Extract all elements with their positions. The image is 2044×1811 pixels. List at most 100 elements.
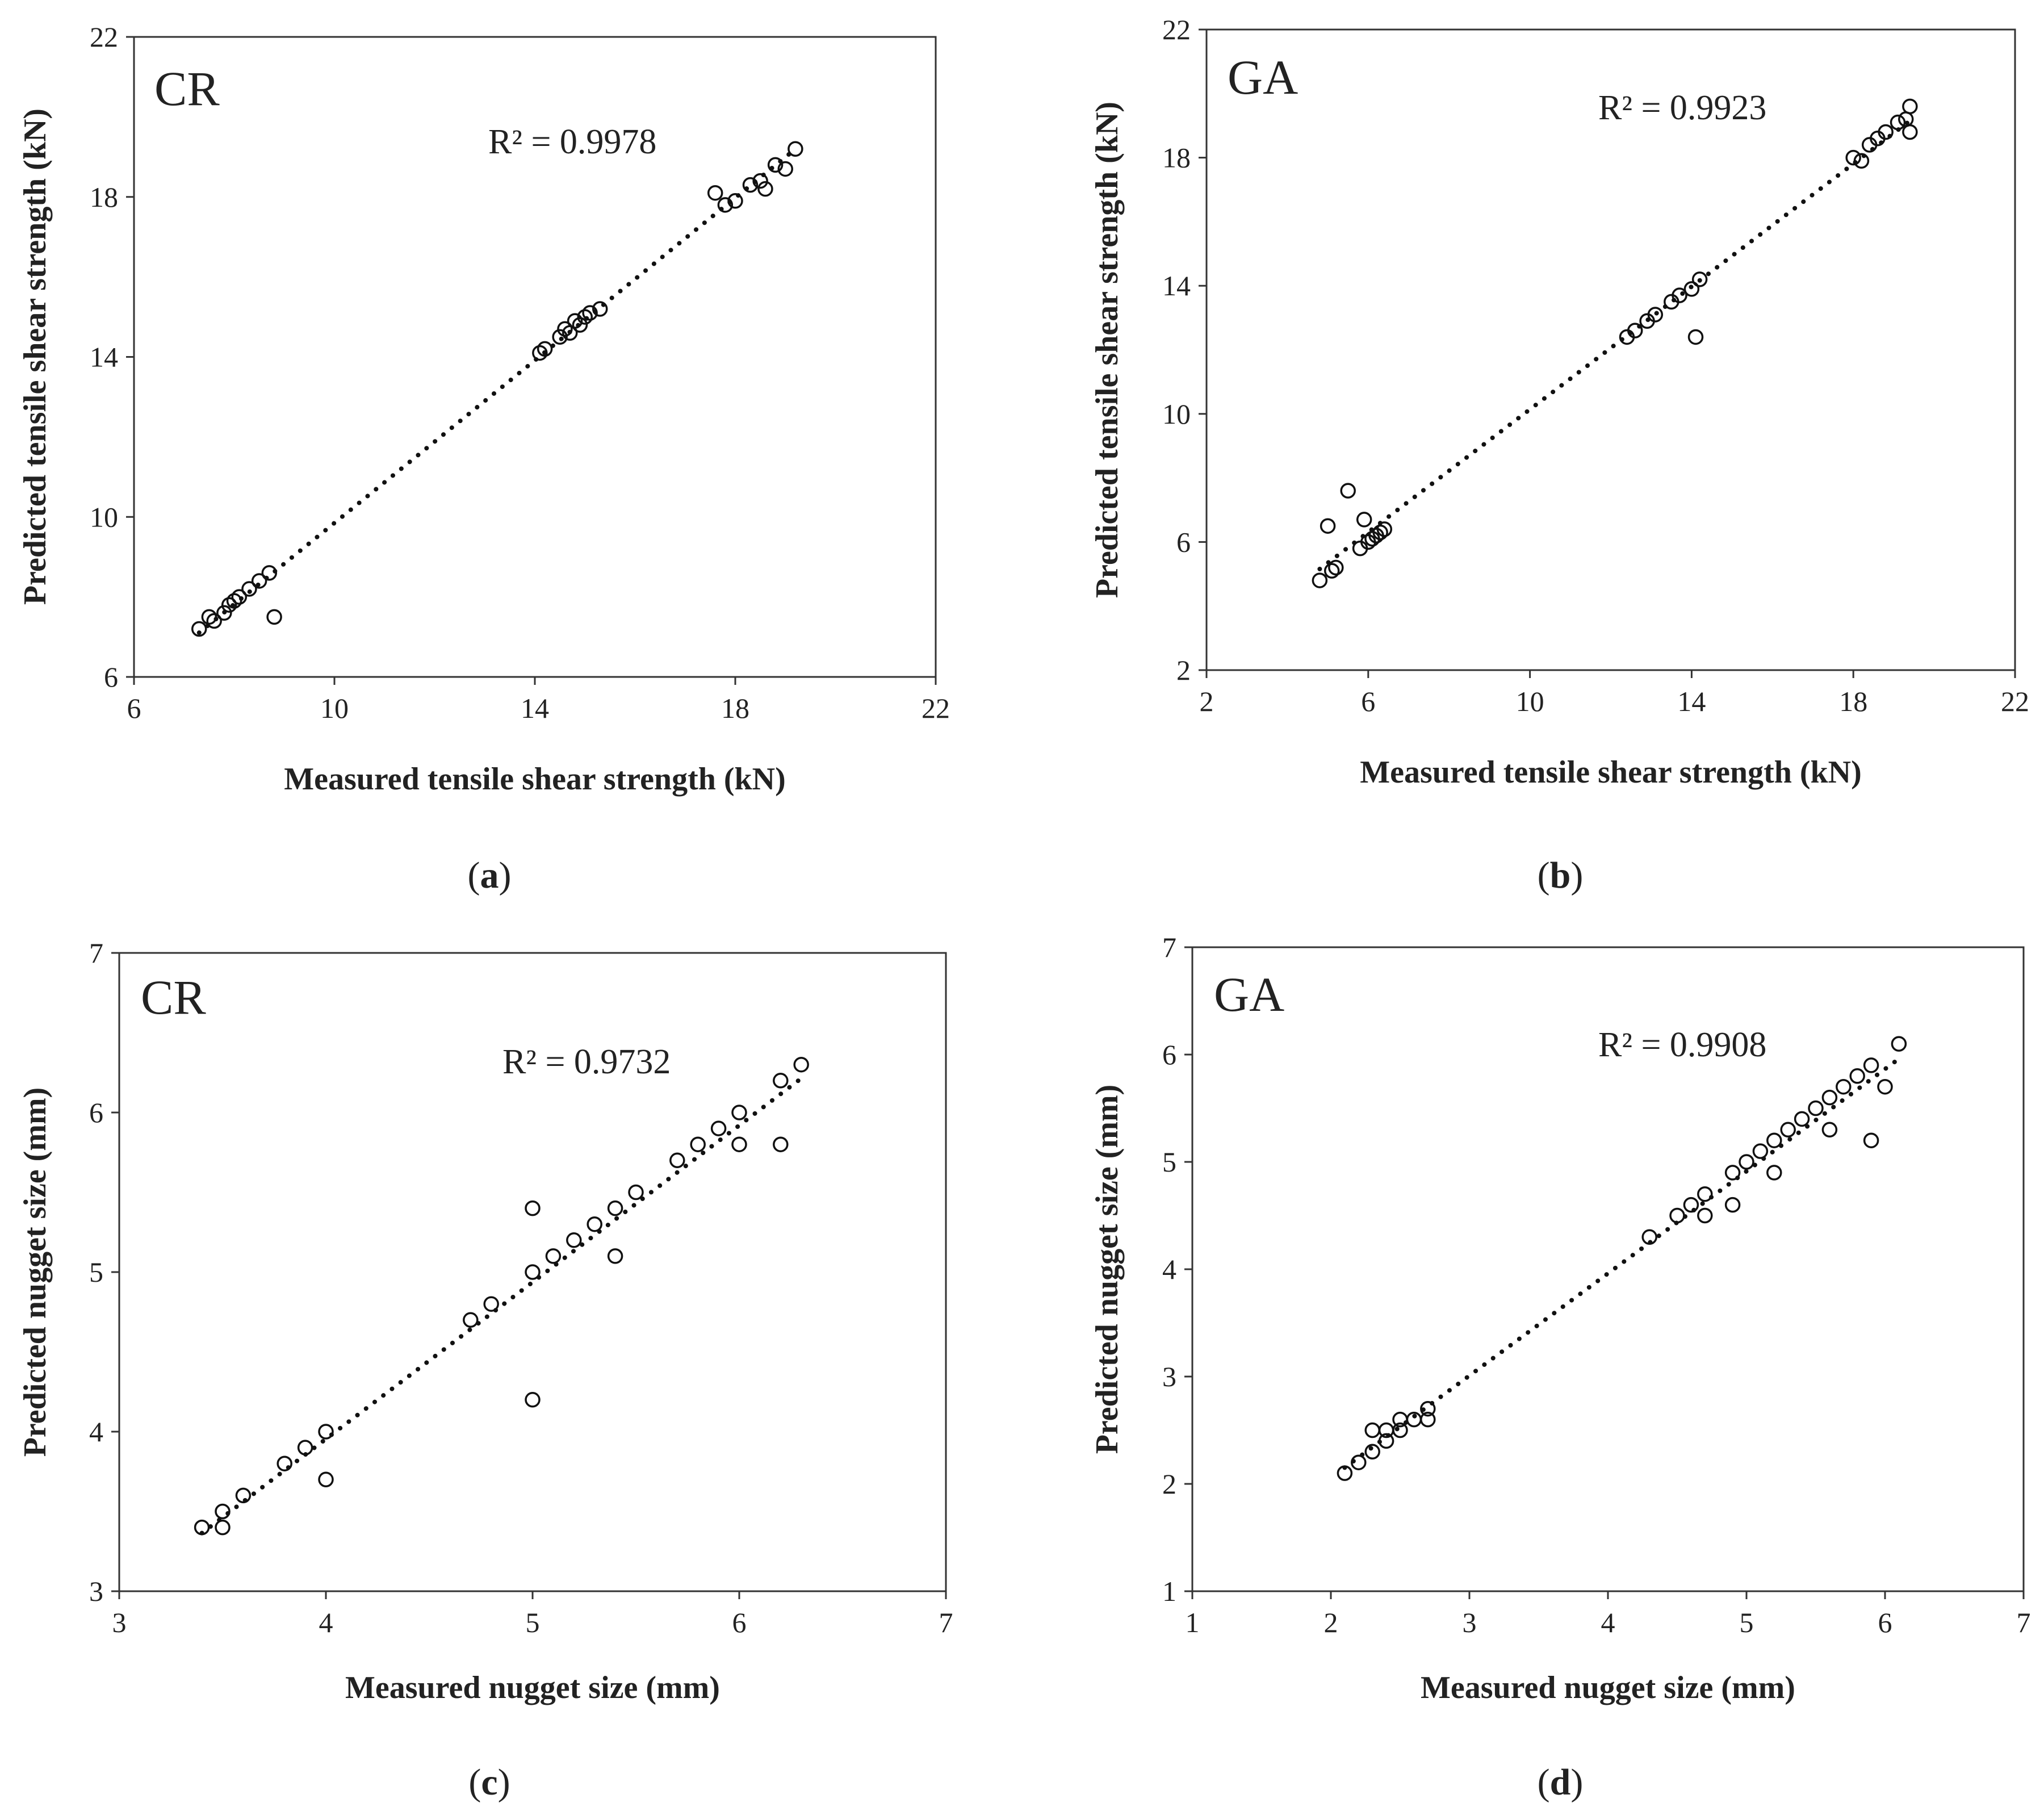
data-point [1752,1143,1769,1159]
data-point [707,185,723,201]
y-tick-label: 10 [90,501,118,533]
y-tick-label: 3 [89,1575,103,1607]
trendline [196,147,798,635]
data-point [1351,1454,1367,1470]
y-axis-title: Predicted nugget size (mm) [1090,1085,1125,1454]
data-point [1641,1229,1657,1245]
y-axis-title: Predicted tensile shear strength (kN) [1090,102,1125,598]
data-point [241,581,257,597]
data-point [1328,559,1344,576]
data-point [1320,518,1336,534]
data-point [572,317,588,333]
x-tick-label: 7 [939,1607,953,1638]
y-tick-label: 7 [89,937,103,969]
data-point [318,1471,334,1488]
x-axis-title: Measured nugget size (mm) [345,1670,720,1705]
data-point [1821,1122,1838,1138]
x-tick-label: 6 [127,692,141,724]
x-tick-label: 10 [320,692,349,724]
data-point [717,197,734,213]
data-point [731,1136,747,1152]
x-tick-label: 6 [732,1607,747,1638]
x-axis-title: Measured tensile shear strength (kN) [284,762,786,797]
x-tick-label: 6 [1878,1607,1892,1638]
data-point [525,1200,541,1216]
data-point [1863,1057,1879,1073]
y-tick-label: 6 [1162,1039,1176,1070]
r-squared-label: R² = 0.9908 [1598,1026,1766,1064]
data-point [1337,1465,1353,1481]
data-point [1683,281,1700,297]
y-tick-label: 1 [1162,1575,1176,1607]
data-point [1724,1197,1741,1213]
y-tick-label: 5 [89,1256,103,1288]
data-point [582,305,598,321]
data-point [1364,1444,1380,1460]
data-point [231,589,248,605]
y-tick-label: 22 [90,21,118,53]
y-tick-label: 18 [90,181,118,213]
data-point [757,181,773,197]
data-point [215,1503,231,1520]
data-point [592,301,608,317]
x-tick-label: 3 [112,1607,127,1638]
data-point [483,1296,499,1312]
trendline [1317,118,1912,571]
data-point [545,1248,562,1264]
data-point [1697,1207,1713,1224]
data-point [577,309,593,325]
r-squared-label: R² = 0.9978 [488,123,656,161]
data-point [628,1184,644,1201]
x-tick-label: 2 [1324,1607,1338,1638]
x-axis-title: Measured nugget size (mm) [1421,1670,1795,1705]
data-point [690,1136,706,1152]
data-point [793,1056,809,1073]
data-point [767,157,784,173]
y-tick-label: 3 [1162,1361,1176,1392]
panel-caption: (b) [1538,855,1584,896]
x-tick-label: 14 [521,692,549,724]
x-tick-label: 5 [1740,1607,1754,1638]
data-point [607,1248,623,1264]
x-tick-label: 14 [1677,685,1706,717]
panel-tag: CR [154,61,220,116]
data-point [773,1073,789,1089]
panel-caption: (a) [468,855,512,896]
data-point [1312,572,1328,588]
data-point [1891,1036,1907,1052]
y-tick-label: 2 [1162,1468,1176,1500]
data-point [1808,1100,1824,1116]
plot-area-a: 6 10 14 18 22 6 10 14 18 22 [90,21,950,724]
data-point [1821,1089,1838,1106]
trendline [1342,1056,1901,1470]
data-point [777,161,793,177]
x-tick-label: 7 [2017,1607,2031,1638]
x-tick-label: 10 [1516,685,1544,717]
data-point [1845,149,1861,166]
y-tick-label: 6 [104,661,118,693]
data-point [266,609,282,625]
data-point [1691,271,1708,287]
y-tick-label: 6 [1176,526,1191,558]
y-tick-label: 5 [1162,1146,1176,1178]
x-tick-label: 22 [2001,685,2029,717]
r-squared-label: R² = 0.9923 [1598,89,1766,127]
y-tick-label: 10 [1162,398,1191,430]
y-tick-label: 22 [1162,14,1191,45]
panel-caption: (d) [1538,1762,1584,1803]
data-point [1669,1207,1685,1224]
data-point [773,1136,789,1152]
data-point [1647,307,1664,323]
data-point [1372,524,1388,541]
data-point [1420,1411,1436,1428]
x-tick-label: 6 [1361,685,1375,717]
data-point [1683,1197,1699,1213]
panel-c: 3 4 5 6 7 3 4 5 6 7 CR R² = 0.9732 Measured nugge… [18,937,953,1803]
data-point [206,613,222,629]
plot-area-c: 3 4 5 6 7 3 4 5 6 7 [89,937,953,1638]
data-point [752,173,768,189]
panel-tag: GA [1214,967,1284,1022]
x-axis-title: Measured tensile shear strength (kN) [1360,755,1862,790]
data-point [1849,1068,1865,1084]
